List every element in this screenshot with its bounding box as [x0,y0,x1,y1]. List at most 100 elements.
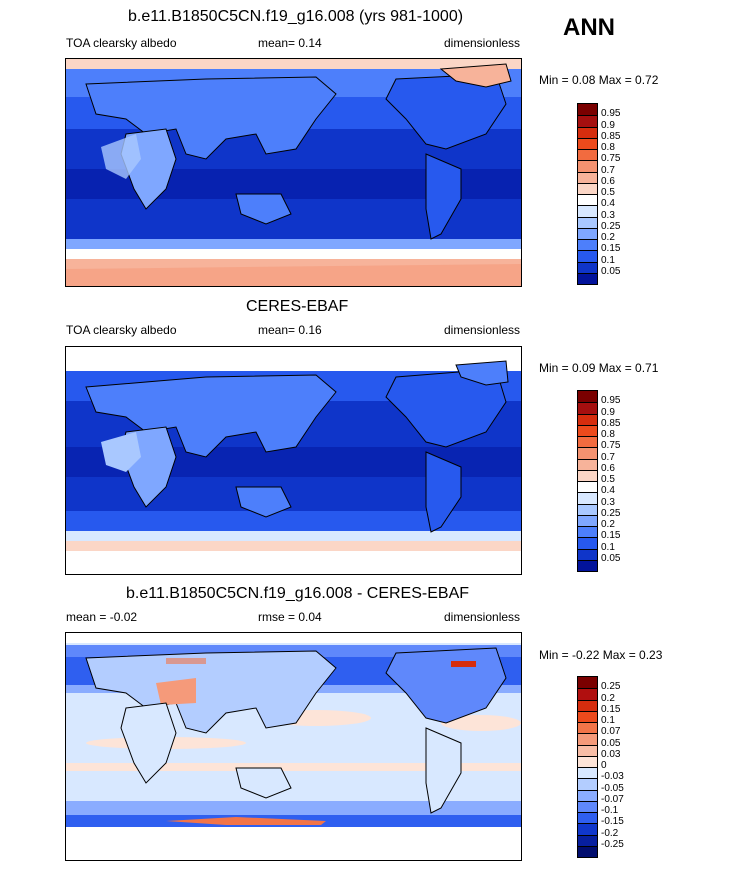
colorbar-tick-label: 0.4 [601,485,615,497]
colorbar-tick-label: 0.9 [601,119,615,131]
colorbar-swatch [578,469,597,481]
colorbar-swatch [578,755,597,767]
panel2-mean-label: mean= 0.16 [258,323,322,337]
colorbar-tick-label: 0.1 [601,715,615,726]
colorbar-tick-label: 0.1 [601,254,615,266]
colorbar-tick-label: 0.05 [601,265,621,277]
panel1-map [65,58,522,287]
colorbar-tick-label: -0.07 [601,793,624,805]
colorbar-swatch [578,812,597,824]
colorbar-tick-label: 0.3 [601,209,615,221]
colorbar-swatch [578,115,597,127]
colorbar-swatch [578,227,597,239]
colorbar-tick-label: 0.6 [601,462,615,474]
panel3-map-field [66,633,521,860]
panel1-title: b.e11.B1850C5CN.f19_g16.008 (yrs 981-100… [128,8,464,25]
colorbar-swatch [578,834,597,846]
colorbar-tick-label: 0.25 [601,220,621,232]
colorbar-swatch [578,503,597,515]
colorbar-tick-label: 0.8 [601,429,615,440]
panel3-units-label: dimensionless [444,610,521,624]
colorbar-swatch [578,789,597,801]
colorbar-swatch [578,149,597,161]
season-label: ANN [563,14,615,41]
panel1-map-field [66,59,521,286]
panel3-colorbar [577,676,598,858]
colorbar-tick-label: 0.7 [601,164,615,176]
colorbar-tick-label: 0.85 [601,417,621,429]
colorbar-swatch [578,767,597,779]
panel2-minmax-label: Min = 0.09 Max = 0.71 [539,361,659,375]
colorbar-tick-label: -0.03 [601,771,624,783]
colorbar-swatch [578,171,597,183]
colorbar-tick-label: 0.95 [601,395,621,407]
colorbar-tick-label: 0.15 [601,530,621,542]
colorbar-swatch [578,424,597,436]
colorbar-tick-label: 0.7 [601,451,615,463]
colorbar-tick-label: 0.9 [601,406,615,418]
colorbar-swatch [578,126,597,138]
panel2-variable-label: TOA clearsky albedo [66,323,177,337]
colorbar-swatch [578,137,597,149]
colorbar-swatch [578,205,597,217]
colorbar-tick-label: 0.75 [601,153,621,165]
panel3-mean-label: mean = -0.02 [66,610,138,624]
colorbar-swatch [578,447,597,459]
colorbar-swatch [578,436,597,448]
panel2-map [65,346,522,575]
colorbar-swatch [578,194,597,206]
colorbar-swatch [578,402,597,414]
colorbar-tick-label: 0.4 [601,198,615,210]
colorbar-tick-label: 0.2 [601,519,615,530]
colorbar-swatch [578,710,597,722]
colorbar-swatch [578,250,597,262]
colorbar-tick-label: 0 [601,760,607,771]
colorbar-tick-label: 0.95 [601,108,621,120]
colorbar-tick-label: -0.15 [601,816,624,828]
colorbar-tick-label: 0.5 [601,474,615,485]
panel3-rmse-label: rmse = 0.04 [258,610,322,624]
panel2-title: CERES-EBAF [246,298,349,315]
colorbar-swatch [578,744,597,756]
colorbar-tick-label: 0.85 [601,130,621,142]
colorbar-tick-label: -0.2 [601,827,619,839]
colorbar-tick-label: 0.07 [601,726,621,738]
colorbar-tick-label: 0.1 [601,541,615,553]
colorbar-swatch [578,823,597,835]
colorbar-swatch [578,272,597,284]
colorbar-swatch [578,458,597,470]
colorbar-swatch [578,548,597,560]
colorbar-swatch [578,492,597,504]
colorbar-swatch [578,688,597,700]
colorbar-swatch [578,778,597,790]
colorbar-tick-label: -0.25 [601,838,624,850]
colorbar-tick-label: -0.05 [601,782,624,794]
colorbar-swatch [578,216,597,228]
panel1-units-label: dimensionless [444,36,521,50]
colorbar-tick-label: 0.8 [601,142,615,153]
panel3-map [65,632,522,861]
colorbar-swatch [578,537,597,549]
colorbar-swatch [578,699,597,711]
panel3-title: b.e11.B1850C5CN.f19_g16.008 - CERES-EBAF [126,585,470,602]
panel3-minmax-label: Min = -0.22 Max = 0.23 [539,648,663,662]
colorbar-tick-label: 0.3 [601,496,615,508]
colorbar-tick-label: 0.75 [601,440,621,452]
colorbar-swatch [578,261,597,273]
colorbar-tick-label: 0.5 [601,187,615,198]
colorbar-swatch [578,677,597,689]
panel1-colorbar [577,103,598,285]
colorbar-swatch [578,104,597,116]
panel2-units-label: dimensionless [444,323,521,337]
colorbar-tick-label: 0.25 [601,681,621,693]
colorbar-swatch [578,514,597,526]
colorbar-tick-label: 0.2 [601,232,615,243]
colorbar-tick-label: 0.03 [601,748,621,760]
colorbar-swatch [578,559,597,571]
colorbar-swatch [578,239,597,251]
colorbar-swatch [578,722,597,734]
colorbar-swatch [578,160,597,172]
colorbar-swatch [578,800,597,812]
colorbar-tick-label: 0.05 [601,552,621,564]
colorbar-swatch [578,481,597,493]
